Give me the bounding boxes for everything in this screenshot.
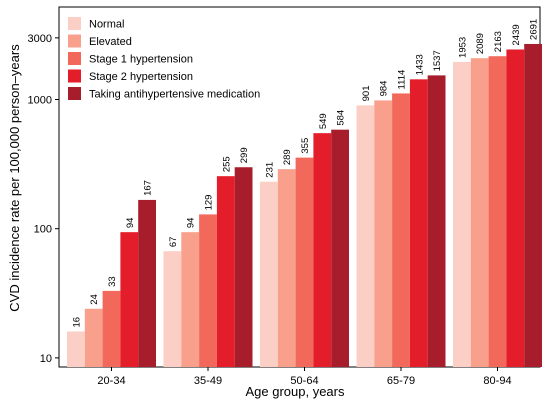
y-tick-label-1000: 1000 <box>28 95 52 107</box>
bar-stage-1-hypertension-65-79 <box>392 93 410 367</box>
data-label-stage-1-hypertension-80-94: 2163 <box>493 31 504 52</box>
data-label-taking-antihypertensive-medication-20-34: 167 <box>143 180 154 196</box>
x-tick-label-20-34: 20-34 <box>97 375 125 387</box>
data-label-normal-80-94: 1953 <box>457 37 468 58</box>
legend-swatch-elevated <box>68 34 81 48</box>
bar-taking-antihypertensive-medication-50-64 <box>331 129 349 367</box>
bars-group <box>67 43 542 368</box>
data-label-elevated-80-94: 2089 <box>475 33 486 54</box>
x-tick-label-65-79: 65-79 <box>387 375 415 387</box>
data-label-elevated-65-79: 984 <box>379 81 390 97</box>
data-label-taking-antihypertensive-medication-65-79: 1537 <box>432 50 443 71</box>
bar-stage-2-hypertension-20-34 <box>120 232 139 367</box>
x-axis: 20-34 35-49 50-64 65-79 80-94 <box>97 367 512 387</box>
legend-swatch-stage-1-hypertension <box>68 52 81 65</box>
data-label-taking-antihypertensive-medication-80-94: 2691 <box>529 19 540 40</box>
bar-elevated-50-64 <box>277 169 296 367</box>
bar-stage-1-hypertension-50-64 <box>295 157 314 367</box>
bar-elevated-80-94 <box>470 58 489 368</box>
y-axis-title: CVD incidence rate per 100,000 person–ye… <box>7 44 22 312</box>
bar-normal-20-34 <box>67 331 85 367</box>
legend-swatch-taking-antihypertensive-medication <box>68 87 81 100</box>
legend-label-stage-2-hypertension: Stage 2 hypertension <box>89 71 193 83</box>
data-label-stage-1-hypertension-50-64: 355 <box>300 138 311 154</box>
bar-normal-65-79 <box>356 105 375 367</box>
bar-stage-2-hypertension-80-94 <box>506 49 525 367</box>
y-axis: 10 100 1000 3000 <box>28 33 59 365</box>
bar-taking-antihypertensive-medication-35-49 <box>234 167 253 367</box>
x-tick-label-80-94: 80-94 <box>483 375 511 387</box>
bar-taking-antihypertensive-medication-20-34 <box>138 199 156 367</box>
data-labels-group: 16 24 33 94 167 67 94 129 255 299 231 289 355 549 584 9… <box>71 19 539 328</box>
legend-label-elevated: Elevated <box>89 36 132 48</box>
bar-elevated-65-79 <box>374 100 393 367</box>
legend-swatch-stage-2-hypertension <box>68 69 81 83</box>
bar-normal-50-64 <box>260 181 278 367</box>
y-tick-label-100: 100 <box>34 224 52 236</box>
x-tick-label-35-49: 35-49 <box>194 375 222 387</box>
bar-stage-2-hypertension-65-79 <box>409 79 428 367</box>
bar-taking-antihypertensive-medication-80-94 <box>524 43 542 368</box>
bar-elevated-35-49 <box>181 232 200 367</box>
bar-normal-35-49 <box>163 251 182 367</box>
bar-elevated-20-34 <box>84 308 103 367</box>
legend-label-taking-antihypertensive-medication: Taking antihypertensive medication <box>89 89 260 101</box>
legend-label-stage-1-hypertension: Stage 1 hypertension <box>89 54 193 66</box>
data-label-taking-antihypertensive-medication-35-49: 299 <box>239 147 250 163</box>
data-label-stage-2-hypertension-35-49: 255 <box>221 156 232 172</box>
data-label-stage-2-hypertension-80-94: 2439 <box>511 24 522 45</box>
legend-label-normal: Normal <box>89 19 124 31</box>
data-label-stage-2-hypertension-20-34: 94 <box>125 218 136 229</box>
legend-swatch-normal <box>68 17 81 30</box>
legend: Normal Elevated Stage 1 hypertension Stage … <box>68 17 260 101</box>
data-label-taking-antihypertensive-medication-50-64: 584 <box>336 110 347 126</box>
bar-stage-2-hypertension-50-64 <box>313 133 332 367</box>
data-label-elevated-50-64: 289 <box>282 149 293 165</box>
data-label-normal-65-79: 901 <box>361 85 372 101</box>
data-label-stage-1-hypertension-65-79: 1114 <box>397 70 408 90</box>
bar-stage-1-hypertension-20-34 <box>102 290 121 367</box>
x-tick-label-50-64: 50-64 <box>290 375 318 387</box>
x-axis-title: Age group, years <box>245 384 345 399</box>
bar-stage-2-hypertension-35-49 <box>216 176 235 367</box>
bar-stage-1-hypertension-35-49 <box>199 214 217 367</box>
data-label-normal-35-49: 67 <box>168 237 179 248</box>
bar-normal-80-94 <box>453 61 471 367</box>
y-tick-label-10: 10 <box>40 353 52 365</box>
bar-taking-antihypertensive-medication-65-79 <box>427 75 446 367</box>
data-label-normal-50-64: 231 <box>264 162 275 178</box>
y-tick-label-3000: 3000 <box>28 33 52 45</box>
data-label-stage-2-hypertension-50-64: 549 <box>318 113 329 129</box>
data-label-elevated-35-49: 94 <box>186 218 197 229</box>
data-label-elevated-20-34: 24 <box>89 294 100 305</box>
data-label-stage-1-hypertension-35-49: 129 <box>204 195 215 211</box>
data-label-stage-2-hypertension-65-79: 1433 <box>414 54 425 75</box>
data-label-normal-20-34: 16 <box>71 317 82 328</box>
bar-stage-1-hypertension-80-94 <box>488 56 507 368</box>
data-label-stage-1-hypertension-20-34: 33 <box>107 276 118 287</box>
